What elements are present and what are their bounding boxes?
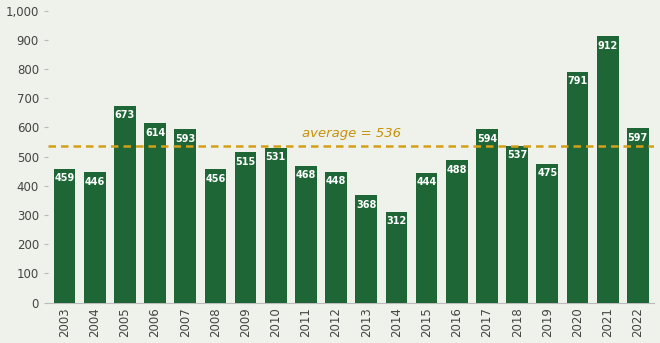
Bar <box>356 195 377 303</box>
Bar <box>145 123 166 303</box>
Bar <box>446 160 468 303</box>
Text: 614: 614 <box>145 128 165 138</box>
Bar <box>235 152 257 303</box>
Bar <box>627 128 649 303</box>
Text: 468: 468 <box>296 170 316 180</box>
Bar <box>265 147 286 303</box>
Bar <box>325 172 347 303</box>
Bar <box>84 173 106 303</box>
Text: 597: 597 <box>628 133 648 143</box>
Bar <box>416 173 438 303</box>
Text: 459: 459 <box>54 173 75 183</box>
Text: 312: 312 <box>386 216 407 226</box>
Bar <box>53 169 75 303</box>
Bar <box>385 212 407 303</box>
Text: 456: 456 <box>205 174 226 184</box>
Bar <box>537 164 558 303</box>
Bar <box>114 106 136 303</box>
Text: average = 536: average = 536 <box>302 127 401 140</box>
Bar <box>597 36 618 303</box>
Text: 673: 673 <box>115 110 135 120</box>
Bar <box>506 146 528 303</box>
Bar <box>205 169 226 303</box>
Text: 515: 515 <box>236 157 255 167</box>
Text: 531: 531 <box>265 152 286 162</box>
Text: 475: 475 <box>537 168 558 178</box>
Text: 594: 594 <box>477 133 497 144</box>
Bar <box>295 166 317 303</box>
Text: 912: 912 <box>597 41 618 51</box>
Text: 791: 791 <box>568 76 587 86</box>
Bar <box>174 129 196 303</box>
Text: 368: 368 <box>356 200 376 210</box>
Text: 444: 444 <box>416 177 437 187</box>
Text: 488: 488 <box>447 165 467 175</box>
Text: 446: 446 <box>84 177 105 187</box>
Text: 593: 593 <box>175 134 195 144</box>
Text: 448: 448 <box>326 176 347 186</box>
Bar <box>476 129 498 303</box>
Bar <box>567 72 588 303</box>
Text: 537: 537 <box>507 150 527 160</box>
